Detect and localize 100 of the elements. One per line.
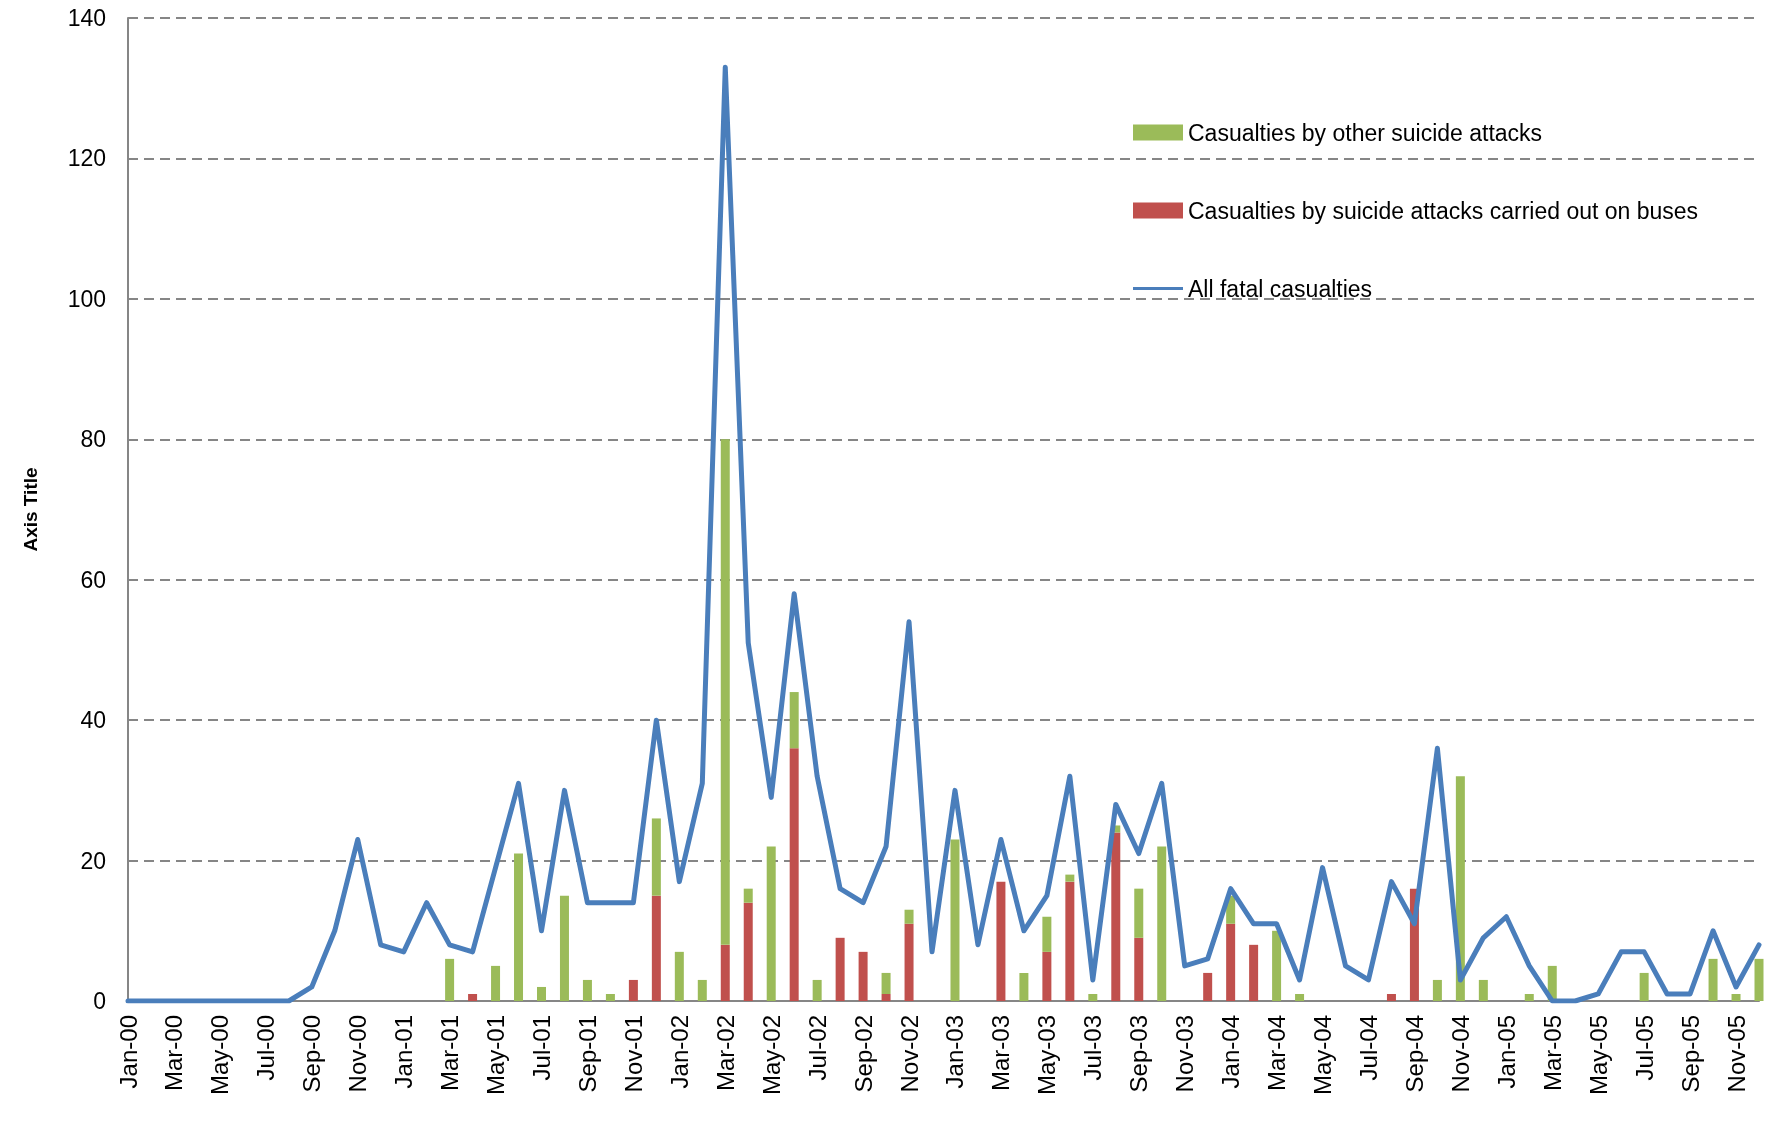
bar <box>1065 874 1075 882</box>
bar <box>1708 958 1718 1001</box>
y-tick-label: 40 <box>80 707 106 734</box>
bar <box>881 972 891 994</box>
bar <box>1226 923 1236 1001</box>
bar <box>789 692 799 749</box>
bar <box>1065 881 1075 1001</box>
bar <box>559 895 569 1001</box>
bar <box>812 979 822 1001</box>
bar <box>720 944 730 1001</box>
bar <box>674 951 684 1001</box>
bar <box>628 979 638 1001</box>
x-tick-label: Mar-05 <box>1538 1015 1566 1092</box>
bar <box>1088 993 1098 1001</box>
bar <box>858 951 868 1001</box>
bar <box>1134 888 1144 938</box>
bar <box>1386 993 1396 1001</box>
bar <box>651 818 661 896</box>
x-tick-label: Jan-03 <box>941 1015 969 1089</box>
bar <box>1042 916 1052 952</box>
x-tick-label: Nov-02 <box>895 1015 923 1093</box>
x-tick-label: Jan-04 <box>1217 1015 1245 1089</box>
bar <box>996 881 1006 1001</box>
x-tick-label: May-00 <box>206 1015 234 1096</box>
bar <box>1249 944 1259 1001</box>
x-tick-label: Sep-04 <box>1400 1015 1428 1093</box>
bar <box>1019 972 1029 1001</box>
y-axis-title: Axis Title <box>20 467 41 552</box>
x-tick-label: Sep-03 <box>1125 1015 1153 1093</box>
x-tick-label: Jan-05 <box>1492 1015 1520 1089</box>
bar <box>1639 972 1649 1001</box>
x-tick-label: Mar-00 <box>160 1015 188 1092</box>
bar <box>1134 937 1144 1001</box>
y-tick-label: 60 <box>80 566 106 593</box>
bar <box>1524 993 1534 1001</box>
legend-label: Casualties by suicide attacks carried out on buses <box>1188 197 1699 224</box>
x-tick-label: May-03 <box>1033 1015 1061 1096</box>
bar <box>1203 972 1213 1001</box>
bar <box>605 993 615 1001</box>
bar <box>1295 993 1305 1001</box>
x-tick-label: Nov-03 <box>1171 1015 1199 1093</box>
x-tick-label: May-02 <box>757 1015 785 1096</box>
bar <box>720 439 730 945</box>
bar <box>582 979 592 1001</box>
bar <box>445 958 455 1001</box>
bar <box>1432 979 1442 1001</box>
bar <box>743 902 753 1001</box>
bar <box>1478 979 1488 1001</box>
x-tick-label: Mar-04 <box>1263 1015 1291 1092</box>
bar <box>1731 993 1741 1001</box>
bar <box>651 895 661 1001</box>
x-tick-label: Jul-05 <box>1630 1015 1658 1081</box>
bar <box>904 909 914 924</box>
bar <box>1042 951 1052 1001</box>
y-tick-label: 80 <box>80 426 106 453</box>
x-tick-label: Nov-04 <box>1446 1015 1474 1093</box>
x-tick-label: Sep-02 <box>849 1015 877 1093</box>
bar <box>1272 930 1282 1001</box>
y-tick-label: 0 <box>93 988 106 1014</box>
x-tick-label: Jan-01 <box>390 1015 418 1089</box>
bar <box>1754 958 1764 1001</box>
bar <box>789 748 799 1001</box>
x-tick-label: Jul-03 <box>1079 1015 1107 1081</box>
x-tick-label: Nov-01 <box>619 1015 647 1093</box>
bar <box>468 993 478 1001</box>
bar <box>1157 846 1167 1001</box>
x-tick-label: May-05 <box>1584 1015 1612 1096</box>
bar <box>697 979 707 1001</box>
x-tick-label: Sep-05 <box>1676 1015 1704 1093</box>
bar <box>881 993 891 1001</box>
x-tick-label: May-01 <box>482 1015 510 1096</box>
x-tick-label: Jul-00 <box>252 1015 280 1081</box>
bar <box>514 853 524 1001</box>
bar <box>904 923 914 1001</box>
bar <box>1111 832 1121 1001</box>
x-tick-label: Mar-01 <box>436 1015 464 1092</box>
legend-label: Casualties by other suicide attacks <box>1188 119 1543 146</box>
bar <box>743 888 753 903</box>
y-tick-label: 100 <box>67 285 106 312</box>
x-tick-label: Jul-04 <box>1354 1015 1382 1081</box>
x-tick-label: Nov-00 <box>344 1015 372 1093</box>
x-tick-label: Mar-03 <box>987 1015 1015 1092</box>
x-tick-label: Sep-01 <box>573 1015 601 1093</box>
x-tick-label: Jan-02 <box>665 1015 693 1089</box>
x-tick-label: Sep-00 <box>298 1015 326 1093</box>
x-tick-label: Nov-05 <box>1722 1015 1750 1093</box>
x-tick-label: Mar-02 <box>711 1015 739 1092</box>
x-tick-label: May-04 <box>1309 1015 1337 1096</box>
x-tick-label: Jul-01 <box>527 1015 555 1081</box>
bar <box>536 986 546 1001</box>
bar <box>766 846 776 1001</box>
bar <box>491 965 501 1001</box>
x-tick-label: Jan-00 <box>114 1015 142 1089</box>
bar <box>950 839 960 1001</box>
y-tick-label: 140 <box>67 5 106 31</box>
x-tick-label: Jul-02 <box>803 1015 831 1081</box>
bar <box>835 937 845 1001</box>
legend-label: All fatal casualties <box>1188 275 1373 302</box>
y-tick-label: 20 <box>80 847 106 874</box>
y-tick-label: 120 <box>67 145 106 172</box>
